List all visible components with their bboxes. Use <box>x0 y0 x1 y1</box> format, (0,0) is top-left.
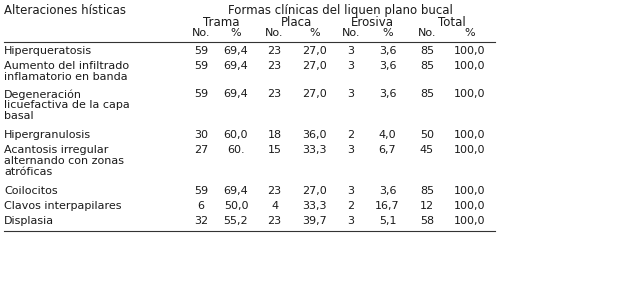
Text: %: % <box>231 28 241 38</box>
Text: 3,6: 3,6 <box>379 46 396 56</box>
Text: 27,0: 27,0 <box>302 89 327 99</box>
Text: 85: 85 <box>420 46 434 56</box>
Text: 100,0: 100,0 <box>454 201 485 211</box>
Text: 3: 3 <box>347 216 355 226</box>
Text: Formas clínicas del liquen plano bucal: Formas clínicas del liquen plano bucal <box>228 4 453 17</box>
Text: No.: No. <box>418 28 436 38</box>
Text: 69,4: 69,4 <box>224 46 249 56</box>
Text: 27,0: 27,0 <box>302 186 327 196</box>
Text: 59: 59 <box>194 89 208 99</box>
Text: 6: 6 <box>198 201 205 211</box>
Text: 60,0: 60,0 <box>224 130 248 140</box>
Text: Displasia: Displasia <box>4 216 54 226</box>
Text: 23: 23 <box>267 216 281 226</box>
Text: 100,0: 100,0 <box>454 145 485 155</box>
Text: %: % <box>464 28 476 38</box>
Text: 59: 59 <box>194 61 208 71</box>
Text: 3,6: 3,6 <box>379 89 396 99</box>
Text: 27,0: 27,0 <box>302 61 327 71</box>
Text: %: % <box>309 28 320 38</box>
Text: 50: 50 <box>420 130 434 140</box>
Text: No.: No. <box>342 28 360 38</box>
Text: 3: 3 <box>347 46 355 56</box>
Text: licuefactiva de la capa: licuefactiva de la capa <box>4 100 130 110</box>
Text: 3: 3 <box>347 89 355 99</box>
Text: Alteraciones hísticas: Alteraciones hísticas <box>4 4 126 17</box>
Text: 100,0: 100,0 <box>454 186 485 196</box>
Text: Hipergranulosis: Hipergranulosis <box>4 130 91 140</box>
Text: Clavos interpapilares: Clavos interpapilares <box>4 201 122 211</box>
Text: No.: No. <box>192 28 210 38</box>
Text: 33,3: 33,3 <box>303 201 327 211</box>
Text: Total: Total <box>438 16 466 29</box>
Text: 16,7: 16,7 <box>375 201 400 211</box>
Text: 32: 32 <box>194 216 208 226</box>
Text: 15: 15 <box>267 145 281 155</box>
Text: 100,0: 100,0 <box>454 46 485 56</box>
Text: 30: 30 <box>194 130 208 140</box>
Text: inflamatorio en banda: inflamatorio en banda <box>4 72 128 82</box>
Text: 23: 23 <box>267 46 281 56</box>
Text: 59: 59 <box>194 46 208 56</box>
Text: 3,6: 3,6 <box>379 186 396 196</box>
Text: 100,0: 100,0 <box>454 89 485 99</box>
Text: 3: 3 <box>347 61 355 71</box>
Text: 50,0: 50,0 <box>224 201 248 211</box>
Text: 12: 12 <box>420 201 434 211</box>
Text: 3: 3 <box>347 186 355 196</box>
Text: 59: 59 <box>194 186 208 196</box>
Text: 85: 85 <box>420 186 434 196</box>
Text: 4: 4 <box>271 201 278 211</box>
Text: 100,0: 100,0 <box>454 130 485 140</box>
Text: Placa: Placa <box>280 16 312 29</box>
Text: 100,0: 100,0 <box>454 61 485 71</box>
Text: 39,7: 39,7 <box>302 216 327 226</box>
Text: 33,3: 33,3 <box>303 145 327 155</box>
Text: 23: 23 <box>267 61 281 71</box>
Text: Coilocitos: Coilocitos <box>4 186 58 196</box>
Text: Acantosis irregular: Acantosis irregular <box>4 145 108 155</box>
Text: 58: 58 <box>420 216 434 226</box>
Text: 45: 45 <box>420 145 434 155</box>
Text: Aumento del infiltrado: Aumento del infiltrado <box>4 61 129 71</box>
Text: 36,0: 36,0 <box>303 130 327 140</box>
Text: 23: 23 <box>267 186 281 196</box>
Text: 27: 27 <box>194 145 208 155</box>
Text: 2: 2 <box>347 201 355 211</box>
Text: Degeneración: Degeneración <box>4 89 82 100</box>
Text: 100,0: 100,0 <box>454 216 485 226</box>
Text: 55,2: 55,2 <box>224 216 249 226</box>
Text: 27,0: 27,0 <box>302 46 327 56</box>
Text: Erosiva: Erosiva <box>351 16 394 29</box>
Text: 3,6: 3,6 <box>379 61 396 71</box>
Text: 18: 18 <box>267 130 281 140</box>
Text: 2: 2 <box>347 130 355 140</box>
Text: %: % <box>382 28 393 38</box>
Text: 3: 3 <box>347 145 355 155</box>
Text: 23: 23 <box>267 89 281 99</box>
Text: basal: basal <box>4 111 33 121</box>
Text: 60.: 60. <box>227 145 245 155</box>
Text: 69,4: 69,4 <box>224 89 249 99</box>
Text: 5,1: 5,1 <box>379 216 396 226</box>
Text: 4,0: 4,0 <box>379 130 396 140</box>
Text: Trama: Trama <box>203 16 239 29</box>
Text: No.: No. <box>265 28 284 38</box>
Text: 69,4: 69,4 <box>224 61 249 71</box>
Text: Hiperqueratosis: Hiperqueratosis <box>4 46 92 56</box>
Text: 85: 85 <box>420 89 434 99</box>
Text: 85: 85 <box>420 61 434 71</box>
Text: 69,4: 69,4 <box>224 186 249 196</box>
Text: 6,7: 6,7 <box>379 145 396 155</box>
Text: alternando con zonas: alternando con zonas <box>4 156 124 166</box>
Text: atróficas: atróficas <box>4 167 52 177</box>
